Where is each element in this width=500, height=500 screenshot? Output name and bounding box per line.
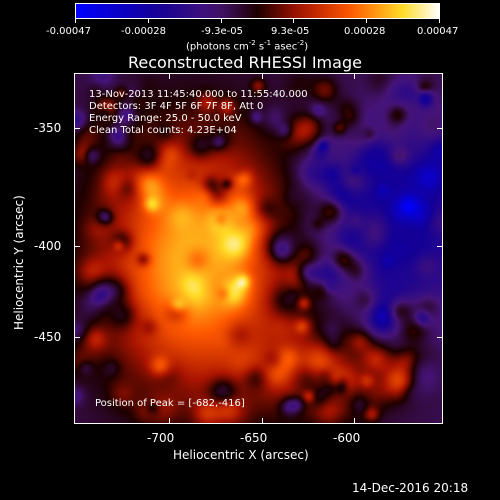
colorbar-ticks <box>75 19 440 23</box>
info-line: Energy Range: 25.0 - 50.0 keV <box>89 113 242 124</box>
plot-title: Reconstructed RHESSI Image <box>128 53 362 72</box>
x-tick <box>262 73 263 79</box>
y-tick-label: -450 <box>34 330 62 344</box>
x-tick <box>169 73 170 79</box>
colorbar-tick-label: 0.00047 <box>417 26 459 37</box>
x-tick-label: -650 <box>240 431 268 445</box>
y-tick <box>74 337 80 338</box>
y-axis-title: Heliocentric Y (arcsec) <box>12 195 26 330</box>
colorbar-tick-label: 9.3e-05 <box>271 26 310 37</box>
colorbar-tick-label: -0.00047 <box>46 26 91 37</box>
y-tick <box>437 128 443 129</box>
x-tick <box>354 73 355 79</box>
rhessi-image-canvas <box>75 74 442 423</box>
x-tick <box>262 418 263 424</box>
y-tick <box>74 128 80 129</box>
x-tick-label: -700 <box>147 431 175 445</box>
x-tick <box>354 418 355 424</box>
colorbar-tick-label: -0.00028 <box>121 26 166 37</box>
timestamp: 14-Dec-2016 20:18 <box>352 481 469 495</box>
colorbar <box>75 3 440 19</box>
colorbar-tick-label: -9.3e-05 <box>201 26 243 37</box>
peak-position-label: Position of Peak = [-682,-416] <box>95 398 245 409</box>
info-line: Clean Total counts: 4.23E+04 <box>89 125 237 136</box>
y-tick-label: -350 <box>34 121 62 135</box>
rhessi-image: 13-Nov-2013 11:45:40.000 to 11:55:40.000… <box>74 73 443 424</box>
info-line: 13-Nov-2013 11:45:40.000 to 11:55:40.000 <box>89 89 308 100</box>
colorbar-unit-label: (photons cm-2 s-1 asec-2) <box>186 39 309 53</box>
colorbar-tick-label: 0.00028 <box>344 26 386 37</box>
y-tick <box>437 337 443 338</box>
info-line: Detectors: 3F 4F 5F 6F 7F 8F, Att 0 <box>89 101 264 112</box>
x-tick-label: -600 <box>333 431 361 445</box>
y-tick-label: -400 <box>34 239 62 253</box>
x-tick <box>169 418 170 424</box>
y-tick <box>437 246 443 247</box>
y-tick <box>74 246 80 247</box>
x-axis-title: Heliocentric X (arcsec) <box>173 448 309 462</box>
